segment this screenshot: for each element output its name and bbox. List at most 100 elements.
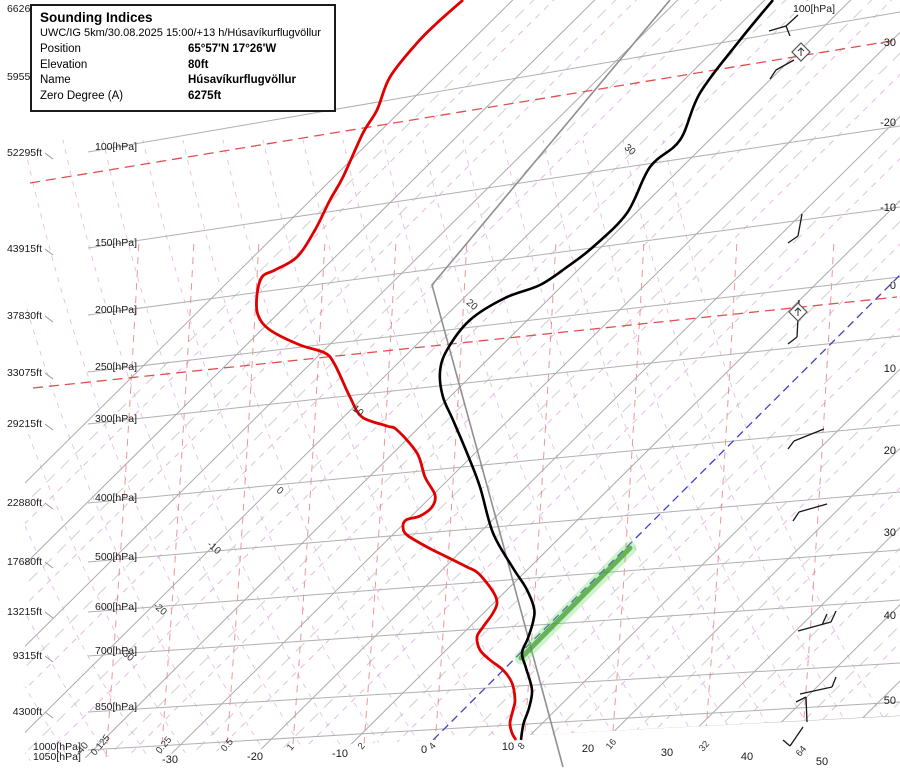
right-temperature-label: 0 [890,280,896,292]
moist-adiabat-line [745,0,900,761]
right-temperature-label: 10 [884,363,896,375]
pressure-axis-label: 150[hPa] [95,237,137,249]
altitude-tick [44,611,54,619]
mixing-ratio-label: 4 [427,741,439,752]
isotherm-line [316,0,900,761]
altitude-axis-label: 37830ft [7,310,42,322]
right-temperature-label: -10 [880,202,896,214]
isotherm-line [486,0,900,761]
row-label: Position [40,43,81,55]
mixing-ratio-line [521,239,557,761]
pressure-axis-label: 500[hPa] [95,551,137,563]
pressure-axis-label: 1050[hPa] [33,751,81,763]
right-temperature-label: 30 [884,527,896,539]
moist-adiabat-line [667,0,900,761]
altitude-tick [44,152,54,160]
mixing-ratio-line [799,239,835,761]
moist-adiabat-line [25,0,815,761]
right-temperature-label: -20 [880,117,896,129]
mixing-ratio-line [159,239,195,761]
dry-adiabat-line [462,139,719,761]
pressure-axis-label: 1000[hPa] [33,741,81,753]
green-layer-segment [518,545,633,661]
isotherm-line [146,0,900,761]
isotherm-line [25,0,623,761]
panel-row-elevation: Elevation 80ft [40,58,326,74]
dry-adiabat-line [262,139,519,761]
isotherm-5deg-line [25,0,749,761]
zero-isotherm-blue-line [423,274,900,750]
isobar-line [87,599,900,657]
mixing-ratio-line [361,239,397,761]
dry-adiabat-line [342,139,599,761]
altitude-tick [44,248,54,256]
mixing-ratio-label: 0.125 [89,733,113,758]
adiabat-value-label: 0 [274,485,286,497]
altitude-tick [44,315,54,323]
isobar-line [87,701,900,751]
isotherm-5deg-line [606,0,900,761]
isotherm-5deg-line [445,0,900,761]
right-temperature-label: 40 [884,610,896,622]
isotherm-5deg-line [25,0,664,761]
moist-adiabat-line [252,0,900,761]
isotherm-line [231,0,900,761]
panel-row-zero-degree: Zero Degree (A) 6275ft [40,89,326,105]
pressure-axis-label: 300[hPa] [95,413,137,425]
moist-adiabat-line [85,0,900,761]
dry-adiabat-line [622,139,879,761]
adiabat-value-label: -20 [151,600,169,618]
isotherm-line [646,0,900,761]
bottom-temperature-label: -20 [247,751,263,763]
isotherm-5deg-line [25,0,836,761]
adiabat-value-label: 30 [622,142,638,158]
mixing-ratio-line [432,239,468,761]
altitude-tick [44,502,54,510]
bottom-temperature-label: 10 [502,741,514,753]
mixing-ratio-label: 32 [697,739,712,754]
pressure-axis-label: 200[hPa] [95,304,137,316]
moist-adiabat-line [25,0,728,761]
isotherm-5deg-line [189,0,900,761]
mixing-ratio-label: 0.25 [154,735,174,756]
pressure-axis-label: 700[hPa] [95,645,137,657]
bottom-temperature-label: 40 [741,751,753,763]
row-value: 6275ft [188,89,222,102]
altitude-tick [44,655,54,663]
altitude-axis-label: 17680ft [7,556,42,568]
right-temperature-label: 20 [884,445,896,457]
wind-barb [768,14,799,37]
parcel-curve [431,0,671,768]
altitude-axis-label: 9315ft [13,650,42,662]
wind-barb [787,428,825,450]
altitude-axis-label: 52295ft [7,147,42,159]
row-label: Name [40,74,71,86]
row-value: Húsavíkurflugvöllur [188,74,296,86]
dry-adiabat-line [25,139,39,761]
panel-subtitle: UWC/IG 5km/30.08.2025 15:00/+13 h/Húsaví… [40,27,321,39]
isotherm-5deg-line [25,0,582,761]
isotherm-line [566,0,900,761]
bottom-temperature-label: -30 [162,754,178,766]
adiabat-value-label: -10 [205,539,223,557]
altitude-axis-label: 13215ft [7,606,42,618]
isobar-line [87,662,900,713]
mixing-ratio-line [290,239,326,761]
level-diamond-marker [788,302,808,322]
dry-adiabat-line [382,139,639,761]
altitude-tick [44,423,54,431]
isobar-line [87,335,900,425]
dry-adiabat-line [662,139,900,761]
pressure-axis-label: 600[hPa] [95,601,137,613]
mixing-ratio-label: 8 [516,741,528,752]
bottom-temperature-label: 20 [582,743,594,755]
dewpoint-curve [255,0,518,741]
isotherm-line [724,0,900,761]
wind-barb [795,696,808,723]
mixing-ratio-line [702,239,738,761]
isobar-line [87,276,900,373]
dry-adiabat-line [542,139,799,761]
adiabat-value-label: 20 [464,297,480,313]
